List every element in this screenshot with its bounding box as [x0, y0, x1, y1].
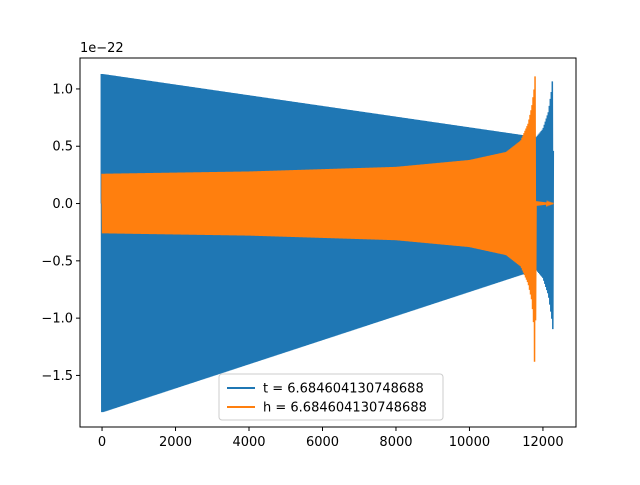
series-layer — [100, 74, 555, 413]
y-tick-label: −1.0 — [41, 312, 73, 327]
y-tick-label: −0.5 — [41, 254, 73, 269]
y-tick-label: 0.5 — [52, 140, 73, 155]
x-tick-label: 6000 — [306, 435, 339, 450]
y-axis: 1.0 0.5 0.0 −0.5 −1.0 −1.5 — [41, 82, 80, 384]
axes-frame — [79, 57, 577, 428]
x-tick-label: 2000 — [159, 435, 192, 450]
x-tick-label: 12000 — [522, 435, 563, 450]
y-tick-label: 0.0 — [52, 197, 73, 212]
x-tick-label: 10000 — [449, 435, 490, 450]
legend-label-2: h = 6.684604130748688 — [263, 401, 427, 416]
x-tick-label: 0 — [98, 435, 106, 450]
series-2-line — [101, 76, 554, 362]
y-axis-offset-text: 1e−22 — [80, 41, 124, 56]
x-tick-label: 4000 — [232, 435, 265, 450]
x-tick-label: 8000 — [379, 435, 412, 450]
legend: t = 6.684604130748688 h = 6.6846041307486… — [218, 373, 444, 421]
y-tick-label: 1.0 — [52, 82, 73, 97]
legend-label-1: t = 6.684604130748688 — [263, 382, 424, 397]
x-axis: 0 2000 4000 6000 8000 10000 12000 — [98, 427, 564, 450]
series-2-waveform — [101, 76, 554, 362]
legend-box — [218, 373, 444, 421]
y-tick-label: −1.5 — [41, 369, 73, 384]
